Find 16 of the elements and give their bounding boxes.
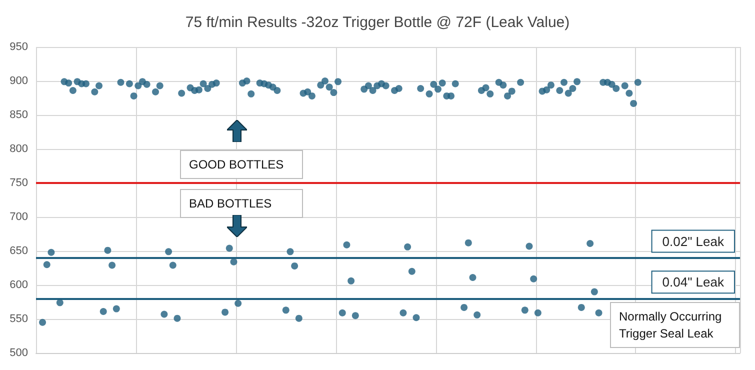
y-tick-label: 950 [10,41,28,53]
y-tick-label: 700 [10,211,28,223]
ref-line-label: 0.04" Leak [662,274,724,290]
y-tick-label: 550 [10,313,28,325]
annotation: Normally Occurring Trigger Seal Leak [619,310,726,340]
y-tick-label: 750 [10,177,28,189]
annotation: GOOD BOTTLES [189,158,284,172]
y-tick-label: 650 [10,245,28,257]
y-tick-label: 900 [10,75,28,87]
ref-line-label: 0.02" Leak [662,234,724,249]
chart-title: 75 ft/min Results -32oz Trigger Bottle @ 72F (Leak Value) [185,14,570,31]
y-tick-label: 500 [10,347,28,359]
y-tick-label: 600 [10,279,28,291]
annotation: BAD BOTTLES [189,196,272,210]
y-tick-label: 800 [10,143,28,155]
y-tick-label: 850 [10,109,28,121]
